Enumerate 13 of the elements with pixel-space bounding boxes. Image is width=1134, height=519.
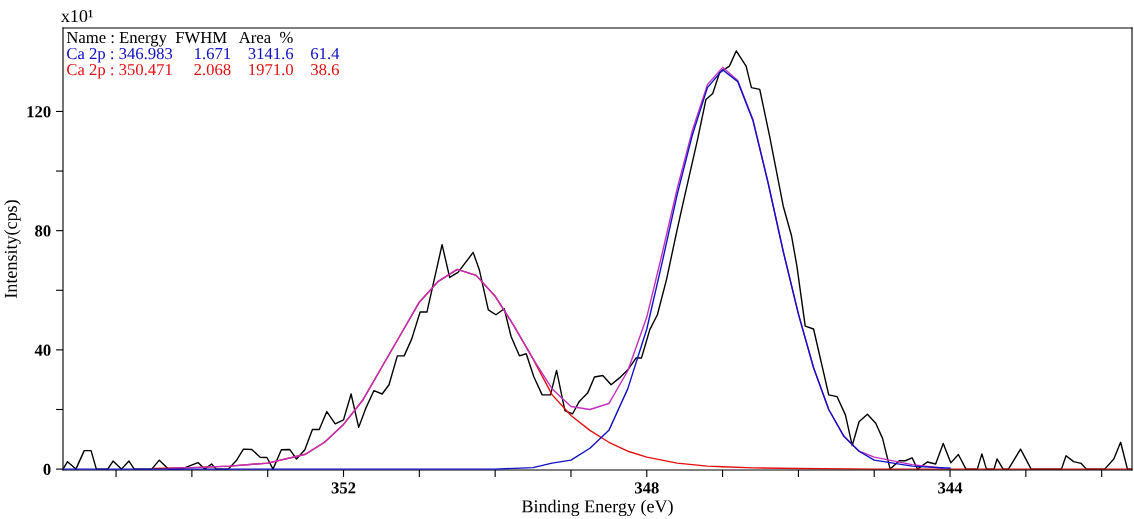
text: Ca 2p : 346.983 1.671 3141.6 61.4 — [67, 47, 340, 63]
y-tick-label: 120 — [27, 106, 51, 118]
legend-title: Name : Energy FWHM Area % — [66, 31, 293, 47]
x-axis-title: Binding Energy (eV) — [521, 499, 673, 517]
x-tick-label: 352 — [331, 482, 356, 494]
x-tick-label: 348 — [634, 482, 659, 494]
y-tick-label: 40 — [34, 344, 51, 356]
y-tick-label: 0 — [43, 463, 51, 476]
x-tick-label: 344 — [938, 482, 963, 494]
y-axis-title: Intensity(cps) — [4, 200, 21, 298]
text: x10¹ — [61, 9, 93, 23]
y-tick-label: 80 — [35, 225, 51, 237]
text: Ca 2p : 350.471 2.068 1971.0 38.6 — [67, 63, 339, 79]
